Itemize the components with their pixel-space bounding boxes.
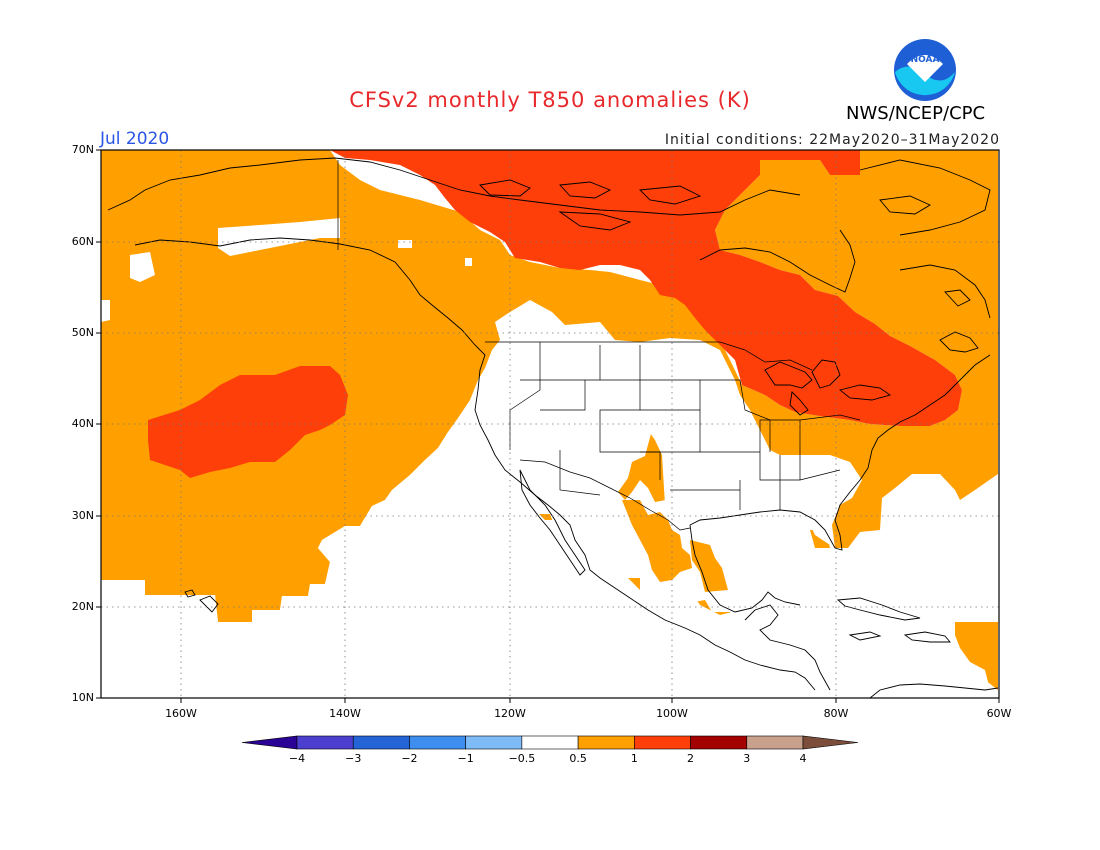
coastlines [107, 157, 999, 698]
lat-label-50n: 50N [71, 326, 94, 339]
political-borders [337, 160, 861, 531]
colorbar-tick-label: −3 [345, 752, 362, 765]
forecast-period: Jul 2020 [100, 129, 170, 149]
lat-label-40n: 40N [71, 417, 94, 430]
colorbar-tick-label: 3 [743, 752, 751, 765]
colorbar-tick-label: −4 [288, 752, 306, 765]
colorbar-tick-label: −2 [401, 752, 418, 765]
lat-label-70n: 70N [71, 143, 94, 156]
lat-label-10n: 10N [71, 691, 94, 704]
colorbar-tick-label: 1 [630, 752, 638, 765]
neutral-areas [101, 218, 998, 698]
colorbar-tick-label: 0.5 [569, 752, 587, 765]
colorbar-tick-label: −0.5 [508, 752, 536, 765]
lat-label-30n: 30N [71, 509, 94, 522]
lon-label-60w: 60W [986, 707, 1012, 720]
lon-label-80w: 80W [823, 707, 849, 720]
lon-label-160w: 160W [165, 707, 197, 720]
colorbar-tick-label: 2 [687, 752, 695, 765]
svg-text:NOAA: NOAA [911, 55, 940, 65]
initial-conditions: Initial conditions: 22May2020–31May2020 [664, 132, 1000, 148]
axis-ticks [96, 149, 1000, 703]
lat-label-60n: 60N [71, 235, 94, 248]
noaa-logo-icon: NOAA [894, 39, 956, 101]
lon-label-120w: 120W [494, 707, 526, 720]
chart-title: CFSv2 monthly T850 anomalies (K) [349, 88, 751, 112]
lat-label-20n: 20N [71, 600, 94, 613]
graticule [101, 150, 999, 698]
lon-label-100w: 100W [656, 707, 688, 720]
lon-label-140w: 140W [329, 707, 361, 720]
colorbar-tick-label: 4 [799, 752, 807, 765]
anomaly-field-1-2 [148, 150, 962, 478]
colorbar-tick-label: −1 [457, 752, 474, 765]
organization-label: NWS/NCEP/CPC [846, 103, 986, 124]
